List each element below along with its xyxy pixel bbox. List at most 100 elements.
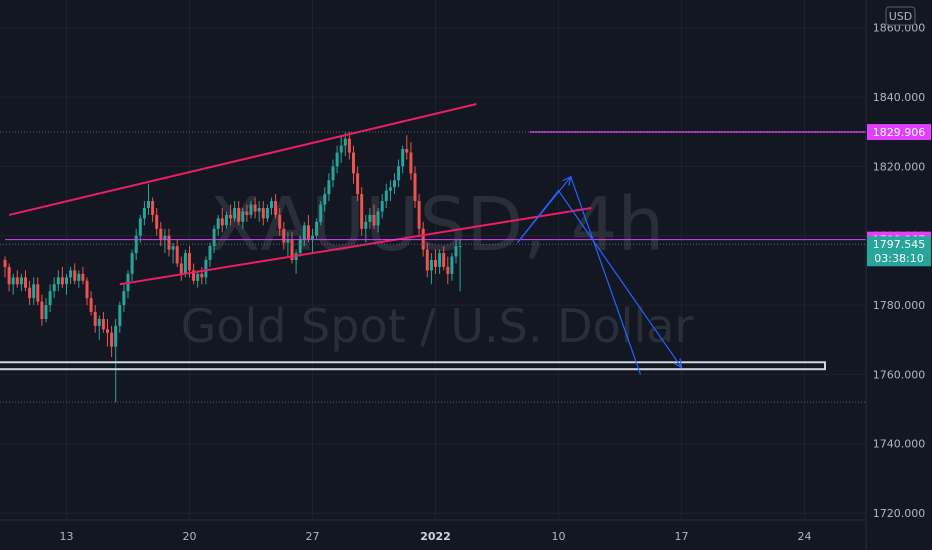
candle-body bbox=[241, 211, 245, 222]
candle bbox=[425, 242, 429, 278]
candle-body bbox=[298, 239, 302, 254]
candle-body bbox=[56, 277, 60, 285]
candle-body bbox=[384, 190, 388, 202]
candle bbox=[122, 284, 126, 312]
candle-body bbox=[356, 173, 360, 195]
candle-body bbox=[134, 235, 138, 254]
price-label-value: 1797.545 bbox=[873, 238, 926, 251]
candle bbox=[413, 166, 417, 208]
candle bbox=[417, 194, 421, 236]
candle-body bbox=[77, 273, 81, 281]
candles bbox=[3, 131, 462, 403]
candle-body bbox=[48, 291, 52, 306]
candle bbox=[155, 208, 159, 236]
candle-body bbox=[372, 214, 376, 226]
candle bbox=[48, 284, 52, 312]
candle bbox=[282, 221, 286, 250]
candle-body bbox=[352, 152, 355, 174]
currency-label: USD bbox=[889, 10, 913, 23]
channel-upper-line bbox=[8, 103, 477, 216]
currency-badge: USD bbox=[885, 6, 916, 26]
candle bbox=[142, 201, 146, 226]
candle-body bbox=[167, 235, 171, 250]
price-label-value: 1829.906 bbox=[873, 126, 926, 139]
candle-body bbox=[376, 211, 380, 226]
candle bbox=[352, 145, 355, 184]
candle-body bbox=[81, 273, 85, 281]
drawing-tools[interactable] bbox=[0, 103, 866, 403]
candle-body bbox=[110, 332, 114, 347]
candle-body bbox=[73, 270, 77, 281]
candle bbox=[376, 208, 380, 233]
candle-body bbox=[343, 138, 347, 146]
candle bbox=[77, 270, 81, 288]
candle bbox=[159, 221, 163, 247]
candle bbox=[200, 266, 204, 285]
candle bbox=[65, 273, 68, 295]
candle bbox=[32, 277, 36, 306]
candle-body bbox=[245, 211, 249, 215]
candle bbox=[245, 204, 249, 222]
candle-body bbox=[216, 218, 220, 229]
candle-body bbox=[364, 221, 368, 229]
candle bbox=[446, 256, 450, 285]
candle-body bbox=[282, 228, 286, 243]
candle-body bbox=[97, 318, 101, 326]
currency-badge-box bbox=[885, 6, 916, 26]
candle bbox=[253, 197, 257, 219]
candle bbox=[360, 187, 364, 236]
candle-body bbox=[11, 277, 15, 285]
candle-body bbox=[360, 194, 364, 229]
candle-body bbox=[319, 204, 323, 222]
candle-body bbox=[200, 273, 204, 278]
candle bbox=[171, 242, 175, 264]
candle bbox=[450, 253, 454, 281]
candle-body bbox=[142, 208, 146, 219]
support-zone-rect bbox=[0, 361, 827, 371]
candle bbox=[388, 180, 392, 202]
candle bbox=[286, 232, 290, 257]
candle bbox=[327, 173, 331, 202]
candle bbox=[368, 208, 372, 229]
candle bbox=[335, 145, 339, 174]
candle-body bbox=[446, 266, 450, 274]
candle-body bbox=[32, 284, 36, 299]
candle-body bbox=[257, 208, 261, 212]
candle bbox=[261, 201, 265, 226]
candle bbox=[278, 208, 282, 236]
candle-body bbox=[270, 201, 273, 208]
candle bbox=[15, 270, 19, 288]
symbol-watermark: XAUUSD, 4h Gold Spot / U.S. Dollar bbox=[181, 182, 694, 353]
candle-body bbox=[315, 221, 319, 236]
y-tick-label: 1720.000 bbox=[873, 507, 926, 520]
candle-body bbox=[114, 325, 118, 347]
candle bbox=[237, 201, 241, 226]
candle bbox=[364, 214, 368, 243]
candle-body bbox=[327, 180, 331, 195]
candle-body bbox=[253, 204, 257, 212]
candle-body bbox=[15, 277, 19, 285]
candle-body bbox=[434, 260, 437, 267]
candle bbox=[36, 277, 40, 306]
candle-body bbox=[274, 201, 278, 215]
x-tick-label: 27 bbox=[306, 530, 320, 543]
x-tick-label: 24 bbox=[798, 530, 812, 543]
candle-body bbox=[196, 273, 200, 281]
candle-body bbox=[188, 253, 191, 271]
candle-body bbox=[118, 305, 122, 326]
candle-body bbox=[458, 246, 462, 248]
grid-lines bbox=[0, 0, 866, 520]
candle-body bbox=[147, 201, 150, 208]
candle bbox=[270, 197, 273, 215]
candle-body bbox=[85, 280, 89, 299]
candle-body bbox=[380, 201, 384, 212]
candle bbox=[405, 135, 409, 160]
candle-body bbox=[237, 208, 241, 222]
candle-body bbox=[413, 173, 417, 202]
candle bbox=[19, 273, 23, 292]
candle-body bbox=[311, 235, 314, 240]
candle bbox=[44, 298, 48, 323]
candle bbox=[241, 208, 245, 229]
